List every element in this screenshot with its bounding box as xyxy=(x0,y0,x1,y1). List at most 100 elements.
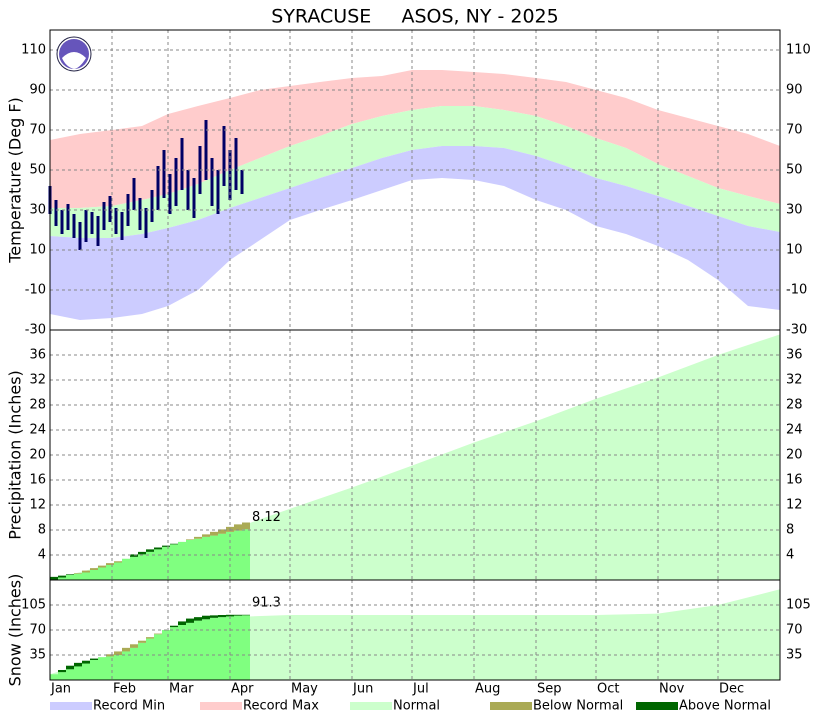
above-normal xyxy=(138,551,146,555)
y-tick-label: 28 xyxy=(786,398,803,413)
x-tick-label: Jan xyxy=(50,682,71,697)
above-normal xyxy=(130,554,138,557)
below-normal xyxy=(194,536,202,539)
y-tick-label: 12 xyxy=(29,498,46,513)
observed-accum xyxy=(186,622,194,680)
y-axis-label: Snow (Inches) xyxy=(6,574,25,687)
observed-accum xyxy=(138,554,146,580)
observed-accum xyxy=(194,620,202,680)
y-tick-label: 35 xyxy=(29,648,46,663)
below-normal xyxy=(218,529,226,534)
record-max-band xyxy=(50,70,780,208)
x-tick-label: Mar xyxy=(169,682,194,697)
below-normal xyxy=(186,539,194,540)
below-normal xyxy=(90,568,98,570)
y-axis-label: Temperature (Deg F) xyxy=(6,97,25,264)
observed-accum xyxy=(162,546,170,580)
observed-accum xyxy=(170,627,178,680)
observed-accum xyxy=(98,567,106,580)
panel: -30 -30 -10 -10 10 10 30 30 50 50 70 70 90 90 110 110 Te… xyxy=(6,29,811,338)
below-normal xyxy=(98,565,106,568)
below-normal xyxy=(146,637,154,639)
above-normal xyxy=(242,614,250,616)
noaa-logo xyxy=(56,36,92,72)
y-tick-label: 8 xyxy=(786,523,794,538)
y-tick-label: 30 xyxy=(29,203,46,218)
below-normal xyxy=(130,644,138,648)
below-normal xyxy=(234,524,242,531)
y-tick-label: 4 xyxy=(786,548,794,563)
x-tick-label: Jun xyxy=(352,682,373,697)
observed-accum xyxy=(50,674,58,680)
y-tick-label: 90 xyxy=(786,83,803,98)
x-tick-label: May xyxy=(291,682,318,697)
below-normal xyxy=(74,573,82,574)
observed-accum xyxy=(90,570,98,580)
below-normal xyxy=(82,570,90,573)
below-normal xyxy=(122,647,130,652)
y-tick-label: 105 xyxy=(786,598,811,613)
legend-label: Record Min xyxy=(93,699,165,714)
observed-accum xyxy=(58,672,66,680)
x-tick-label: Nov xyxy=(659,682,685,697)
chart-title: SYRACUSE ASOS, NY - 2025 xyxy=(271,6,558,28)
y-tick-label: -30 xyxy=(786,323,807,338)
y-tick-label: -30 xyxy=(25,323,46,338)
observed-accum xyxy=(82,663,90,680)
y-tick-label: -10 xyxy=(25,283,46,298)
y-tick-label: 110 xyxy=(786,43,811,58)
observed-accum xyxy=(98,657,106,680)
y-tick-label: 30 xyxy=(786,203,803,218)
record-min-band xyxy=(50,146,780,320)
x-tick-label: Oct xyxy=(597,682,619,697)
y-tick-label: -10 xyxy=(786,283,807,298)
observed-accum xyxy=(74,666,82,680)
observed-accum xyxy=(202,536,210,580)
observed-accum xyxy=(122,558,130,580)
observed-accum xyxy=(226,531,234,580)
legend-swatch xyxy=(200,702,242,710)
above-normal xyxy=(170,625,178,628)
x-tick-label: Dec xyxy=(719,682,744,697)
above-normal xyxy=(218,615,226,618)
observed-accum xyxy=(106,656,114,680)
observed-accum xyxy=(114,562,122,580)
legend-swatch xyxy=(490,702,532,710)
y-tick-label: 20 xyxy=(786,448,803,463)
y-tick-label: 8 xyxy=(38,523,46,538)
observed-accum xyxy=(66,669,74,680)
y-tick-label: 70 xyxy=(29,123,46,138)
legend-label: Above Normal xyxy=(679,699,771,714)
observed-accum xyxy=(218,533,226,580)
above-normal xyxy=(58,670,66,673)
y-tick-label: 24 xyxy=(29,423,46,438)
value-label: 91.3 xyxy=(252,595,281,610)
y-tick-label: 24 xyxy=(786,423,803,438)
y-tick-label: 90 xyxy=(29,83,46,98)
x-tick-label: Jul xyxy=(412,682,429,697)
y-tick-label: 50 xyxy=(786,163,803,178)
observed-accum xyxy=(146,638,154,680)
above-normal xyxy=(50,576,58,580)
y-tick-label: 20 xyxy=(29,448,46,463)
legend-label: Normal xyxy=(393,699,440,714)
below-normal xyxy=(138,640,146,643)
observed-accum xyxy=(122,651,130,680)
value-label: 8.12 xyxy=(252,510,281,525)
above-normal xyxy=(210,615,218,618)
plots: -30 -30 -10 -10 10 10 30 30 50 50 70 70 90 90 110 110 Te… xyxy=(6,29,811,714)
observed-accum xyxy=(218,617,226,680)
below-normal xyxy=(210,531,218,536)
above-normal xyxy=(154,547,162,550)
observed-accum xyxy=(90,660,98,680)
y-tick-label: 36 xyxy=(29,348,46,363)
observed-accum xyxy=(210,617,218,680)
below-normal xyxy=(114,561,122,563)
observed-accum xyxy=(146,551,154,580)
y-tick-label: 16 xyxy=(29,473,46,488)
legend-swatch xyxy=(636,702,678,710)
y-tick-label: 110 xyxy=(21,43,46,58)
y-tick-label: 70 xyxy=(29,623,46,638)
above-normal xyxy=(58,575,66,578)
